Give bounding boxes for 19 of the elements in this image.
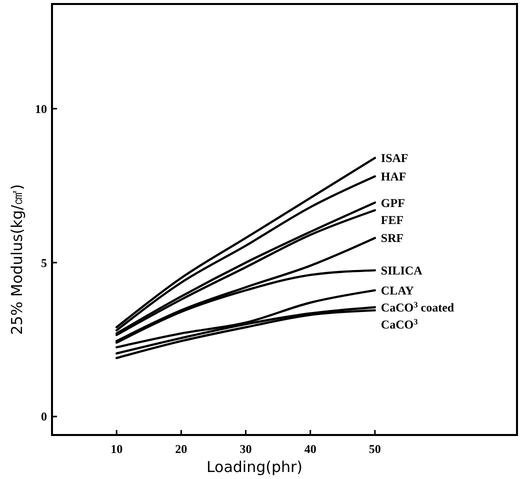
x-tick-label: 10	[110, 442, 123, 456]
series-label: FEF	[380, 212, 404, 227]
y-tick-label: 5	[41, 256, 47, 270]
series-label: SILICA	[380, 263, 423, 278]
y-tick-label: 0	[41, 410, 47, 424]
series-label: CLAY	[380, 284, 414, 298]
series-label: CaCO$^{3}$	[380, 317, 418, 332]
x-axis-title: Loading(phr)	[206, 458, 303, 476]
y-tick-label: 10	[35, 102, 47, 116]
x-tick-label: 30	[240, 442, 252, 456]
series-label: HAF	[380, 170, 406, 184]
series-label: ISAF	[380, 151, 408, 166]
series-label: CaCO$^{3}$ coated	[380, 300, 454, 315]
series-label: SRF	[380, 231, 404, 246]
x-tick-label: 40	[304, 442, 316, 456]
y-axis-title: 25% Modulus(kg/㎠)	[8, 184, 26, 335]
x-tick-label: 20	[175, 442, 188, 456]
series-label: GPF	[380, 196, 405, 210]
x-tick-label: 50	[368, 442, 381, 456]
